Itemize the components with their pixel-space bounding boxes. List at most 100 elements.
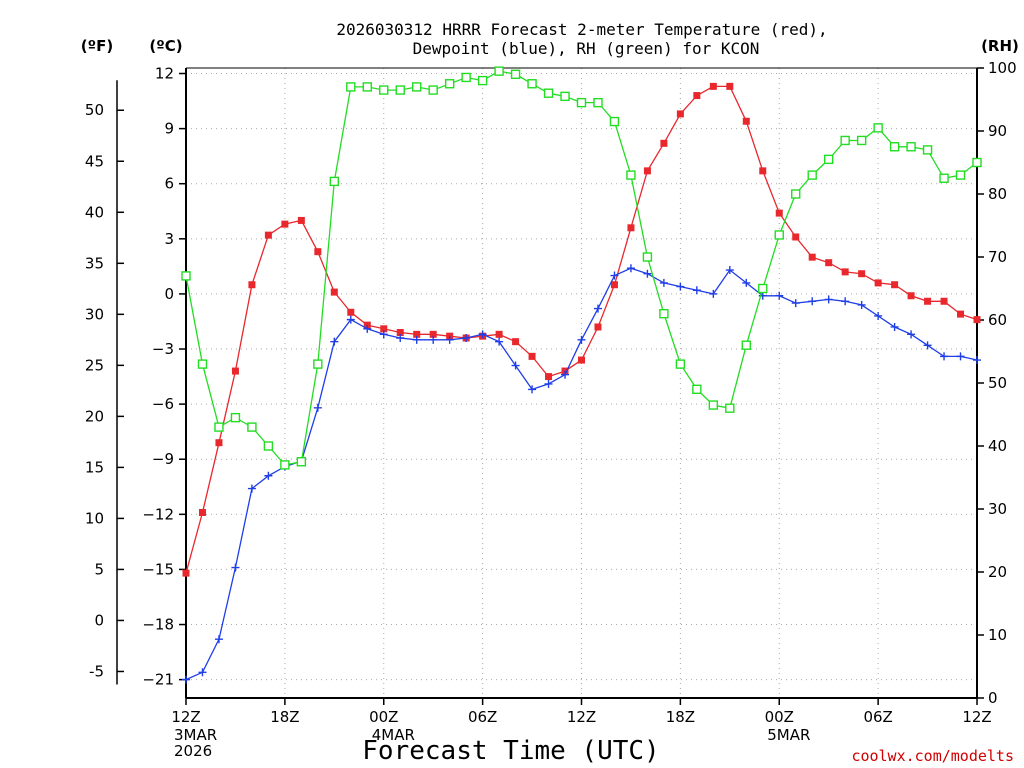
temperature-point — [924, 297, 932, 305]
rh-point — [214, 422, 224, 432]
rh-point — [906, 142, 916, 152]
fahrenheit-unit-label: (ºF) — [81, 37, 113, 55]
rh-point — [856, 135, 867, 146]
dewpoint-point — [561, 370, 570, 379]
celsius-tick-label: −21 — [142, 671, 174, 689]
temperature-point — [429, 330, 437, 338]
rh-point — [593, 97, 603, 108]
x-tick-year-label: 2026 — [174, 742, 212, 760]
temperature-point — [215, 439, 223, 447]
temperature-point — [297, 216, 305, 224]
rh-point — [461, 72, 471, 83]
rh-point — [807, 170, 817, 180]
temperature-line — [185, 85, 978, 574]
dewpoint-point — [478, 330, 487, 339]
fahrenheit-tick-label: 50 — [85, 101, 104, 119]
dewpoint-point — [544, 379, 553, 388]
dewpoint-point — [577, 335, 586, 344]
credit-link[interactable]: coolwx.com/modelts — [851, 747, 1014, 765]
dewpoint-point — [610, 271, 619, 280]
rh-point — [692, 384, 702, 394]
x-tick-date-label: 3MAR — [174, 726, 217, 744]
temperature-point — [347, 308, 355, 316]
x-tick-date-label: 5MAR — [767, 726, 810, 744]
rh-tick-label: 70 — [988, 248, 1007, 266]
rh-point — [313, 359, 323, 369]
fahrenheit-tick-label: -5 — [89, 662, 104, 680]
rh-point — [428, 85, 438, 95]
temperature-point — [594, 323, 602, 331]
temperature-point — [759, 167, 767, 175]
dewpoint-point — [330, 337, 339, 346]
dewpoint-point — [495, 337, 504, 346]
celsius-tick-label: −18 — [142, 616, 174, 634]
temperature-point — [627, 224, 635, 232]
rh-point — [444, 79, 455, 89]
celsius-tick-label: 0 — [164, 285, 174, 303]
dewpoint-point — [775, 291, 784, 300]
fahrenheit-tick-label: 20 — [85, 407, 104, 425]
celsius-tick-label: 3 — [164, 230, 174, 248]
dewpoint-point — [940, 352, 949, 361]
rh-tick-label: 10 — [988, 626, 1007, 644]
rh-point — [741, 340, 751, 350]
rh-point — [395, 85, 405, 95]
rh-tick-label: 0 — [988, 689, 998, 707]
rh-point — [840, 135, 850, 146]
temperature-point — [182, 569, 190, 577]
dewpoint-point — [890, 322, 899, 331]
celsius-tick-label: −12 — [142, 505, 174, 523]
temperature-point — [808, 253, 816, 261]
temperature-point — [973, 316, 981, 324]
fahrenheit-tick-label: 35 — [85, 254, 104, 272]
temperature-point — [874, 279, 882, 287]
temperature-point — [957, 310, 965, 318]
rh-point — [477, 75, 488, 86]
rh-tick-label: 30 — [988, 500, 1007, 518]
temperature-point — [709, 82, 717, 90]
dewpoint-point — [412, 335, 421, 344]
temperature-point — [396, 328, 404, 336]
x-tick-label: 12Z — [567, 708, 596, 726]
rh-point — [774, 230, 784, 240]
rh-point — [922, 145, 933, 155]
dewpoint-point — [313, 403, 322, 412]
temperature-point — [825, 259, 833, 267]
rh-point — [889, 142, 900, 152]
celsius-tick-label: −6 — [152, 395, 174, 413]
rh-point — [791, 189, 801, 199]
rh-point — [412, 82, 422, 92]
x-tick-label: 18Z — [270, 708, 299, 726]
dewpoint-point — [198, 668, 207, 677]
temperature-point — [545, 373, 553, 381]
x-tick-label: 00Z — [765, 708, 794, 726]
dewpoint-point — [264, 471, 273, 480]
dewpoint-point — [857, 300, 866, 309]
dewpoint-point — [841, 297, 850, 306]
fahrenheit-tick-label: 15 — [85, 458, 104, 476]
temperature-point — [578, 356, 585, 364]
temperature-point — [380, 325, 388, 333]
fahrenheit-tick-label: 40 — [85, 203, 104, 221]
celsius-tick-label: −9 — [152, 450, 174, 468]
x-axis-label: Forecast Time (UTC) — [362, 736, 659, 766]
temperature-point — [792, 233, 800, 241]
dewpoint-point — [247, 484, 256, 493]
rh-unit-label: (RH) — [981, 37, 1019, 55]
dewpoint-point — [643, 269, 652, 278]
rh-point — [346, 82, 356, 92]
chart-title-line-2: Dewpoint (blue), RH (green) for KCON — [413, 39, 760, 58]
rh-tick-label: 20 — [988, 563, 1007, 581]
dewpoint-point — [462, 334, 471, 342]
dewpoint-point — [231, 563, 240, 572]
temperature-point — [264, 231, 272, 239]
temperature-point — [495, 330, 503, 338]
grid — [185, 68, 978, 698]
dewpoint-point — [791, 299, 800, 308]
dewpoint-point — [445, 335, 454, 344]
fahrenheit-tick-label: 0 — [94, 611, 104, 629]
dewpoint-point — [379, 330, 388, 339]
temperature-point — [775, 209, 783, 217]
rh-point — [972, 157, 982, 168]
